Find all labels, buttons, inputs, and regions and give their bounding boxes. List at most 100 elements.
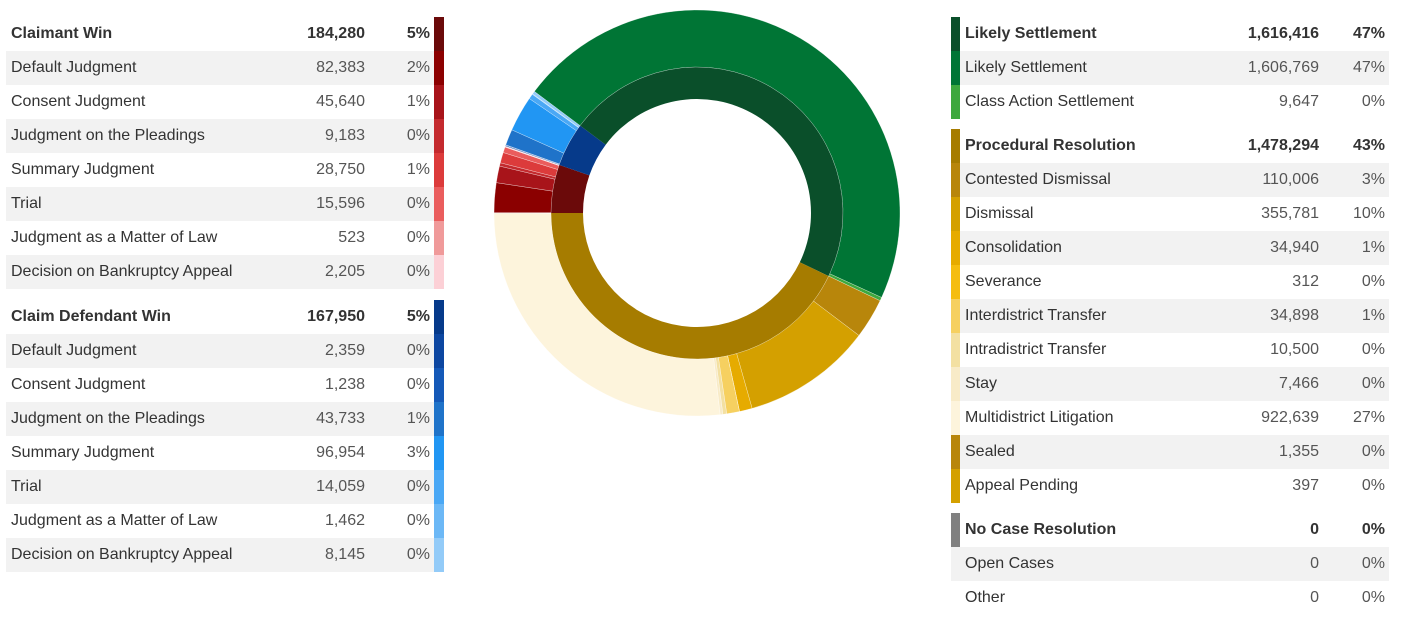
row-percent: 0% (406, 342, 430, 359)
row-percent: 0% (1361, 93, 1385, 110)
color-swatch (951, 163, 960, 197)
row-percent: 1% (1361, 239, 1385, 256)
color-swatch (434, 334, 444, 368)
outer-arc (496, 165, 556, 192)
inner-arc (559, 125, 606, 176)
row-count: 34,940 (1270, 239, 1319, 256)
row-count: 110,006 (1262, 171, 1319, 188)
row-label: Multidistrict Litigation (965, 409, 1114, 426)
row-count: 82,383 (316, 59, 365, 76)
table-row: Consolidation 34,940 1% (951, 231, 1389, 265)
table-row: Multidistrict Litigation 922,639 27% (951, 401, 1389, 435)
row-label: Decision on Bankruptcy Appeal (11, 546, 233, 563)
row-percent: 0% (1361, 589, 1385, 606)
row-percent: 0% (1361, 555, 1385, 572)
table-row: Appeal Pending 397 0% (951, 469, 1389, 503)
row-count: 15,596 (316, 195, 365, 212)
table-row: Other 0 0% (951, 581, 1389, 615)
table-row: Likely Settlement 1,606,769 47% (951, 51, 1389, 85)
row-label: Judgment as a Matter of Law (11, 229, 218, 246)
color-swatch (951, 85, 960, 119)
row-count: 523 (338, 229, 365, 246)
row-percent: 3% (406, 444, 430, 461)
outer-arc (736, 300, 860, 409)
row-label: Summary Judgment (11, 161, 155, 178)
color-swatch (951, 367, 960, 401)
group-row: No Case Resolution 0 0% (951, 513, 1389, 547)
table-row: Consent Judgment 45,640 1% (6, 85, 444, 119)
row-label: Procedural Resolution (965, 137, 1136, 154)
row-percent: 0% (406, 195, 430, 212)
row-label: Appeal Pending (965, 477, 1078, 494)
row-percent: 3% (1361, 171, 1385, 188)
table-row: Decision on Bankruptcy Appeal 2,205 0% (6, 255, 444, 289)
outer-arc (500, 152, 558, 178)
row-count: 355,781 (1261, 205, 1319, 222)
row-percent: 0% (406, 229, 430, 246)
row-label: Class Action Settlement (965, 93, 1134, 110)
row-percent: 5% (406, 308, 430, 325)
row-label: Default Judgment (11, 342, 137, 359)
outer-arc (511, 98, 577, 154)
row-count: 7,466 (1278, 375, 1319, 392)
inner-arc (551, 213, 829, 360)
row-label: Claimant Win (11, 25, 113, 42)
row-label: Severance (965, 273, 1042, 290)
outer-arc (493, 182, 553, 214)
row-count: 10,500 (1270, 341, 1319, 358)
row-label: Decision on Bankruptcy Appeal (11, 263, 233, 280)
row-count: 9,647 (1278, 93, 1319, 110)
color-swatch (434, 538, 444, 572)
color-swatch (434, 368, 444, 402)
row-label: Default Judgment (11, 59, 137, 76)
row-label: Consent Judgment (11, 376, 146, 393)
outer-arc (505, 144, 560, 165)
table-row: Stay 7,466 0% (951, 367, 1389, 401)
color-swatch (951, 129, 960, 163)
color-swatch (951, 197, 960, 231)
outer-arc (727, 355, 740, 412)
row-count: 1,616,416 (1247, 25, 1319, 42)
row-percent: 1% (1361, 307, 1385, 324)
group-row: Likely Settlement 1,616,416 47% (951, 17, 1389, 51)
outer-arc (505, 129, 565, 165)
table-row: Class Action Settlement 9,647 0% (951, 85, 1389, 119)
table-row: Decision on Bankruptcy Appeal 8,145 0% (6, 538, 444, 572)
table-row: Judgment as a Matter of Law 523 0% (6, 221, 444, 255)
row-label: Interdistrict Transfer (965, 307, 1107, 324)
table-row: Judgment on the Pleadings 43,733 1% (6, 402, 444, 436)
table-row: Contested Dismissal 110,006 3% (951, 163, 1389, 197)
outer-arc (532, 91, 581, 128)
row-count: 28,750 (316, 161, 365, 178)
row-label: Consent Judgment (11, 93, 146, 110)
row-percent: 0% (1361, 521, 1385, 538)
row-count: 1,238 (324, 376, 365, 393)
row-label: Trial (11, 478, 42, 495)
table-row: Sealed 1,355 0% (951, 435, 1389, 469)
row-count: 184,280 (307, 25, 365, 42)
outer-arc (504, 145, 560, 166)
row-percent: 0% (406, 512, 430, 529)
table-row: Consent Judgment 1,238 0% (6, 368, 444, 402)
row-count: 0 (1310, 521, 1319, 538)
table-row: Severance 312 0% (951, 265, 1389, 299)
table-row: Default Judgment 2,359 0% (6, 334, 444, 368)
row-percent: 0% (406, 478, 430, 495)
outer-arc (727, 353, 753, 412)
outer-arc (493, 213, 721, 417)
color-swatch (951, 265, 960, 299)
row-label: Stay (965, 375, 998, 392)
outer-arc (813, 275, 881, 336)
row-label: Likely Settlement (965, 59, 1087, 76)
color-swatch (434, 17, 444, 51)
table-row: Intradistrict Transfer 10,500 0% (951, 333, 1389, 367)
outer-arc (529, 94, 579, 131)
color-swatch (434, 85, 444, 119)
color-swatch (951, 469, 960, 503)
table-row: Dismissal 355,781 10% (951, 197, 1389, 231)
table-row: Summary Judgment 96,954 3% (6, 436, 444, 470)
outer-arc (718, 355, 740, 414)
row-label: Claim Defendant Win (11, 308, 171, 325)
color-swatch (951, 435, 960, 469)
